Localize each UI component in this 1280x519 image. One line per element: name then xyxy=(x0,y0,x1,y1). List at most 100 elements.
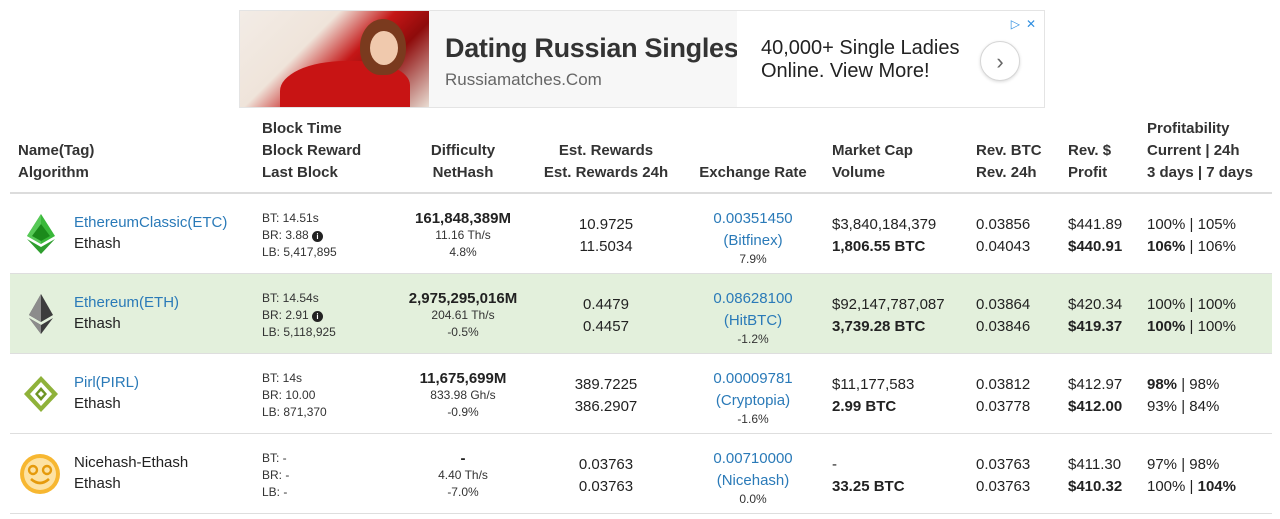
header-name[interactable]: Name(Tag) Algorithm xyxy=(18,142,95,181)
block-reward: BR: 3.88 xyxy=(262,228,309,242)
nicehash-icon xyxy=(20,454,60,494)
info-icon[interactable]: i xyxy=(312,231,324,242)
ethereum-icon xyxy=(29,294,53,334)
ad-title[interactable]: Dating Russian Singles xyxy=(445,33,739,63)
exchange-rate-link[interactable]: 0.00710000 xyxy=(713,450,793,467)
nethash: 833.98 Gh/s xyxy=(430,388,496,402)
header-block[interactable]: Block Time Block Reward Last Block xyxy=(262,120,362,181)
volume: 1,806.55 BTC xyxy=(832,238,926,255)
profit: $412.00 xyxy=(1068,398,1123,415)
ad-description-line1: 40,000+ Single Ladies xyxy=(761,37,960,59)
volume: 33.25 BTC xyxy=(832,478,905,495)
profitability-current: 100% xyxy=(1147,216,1186,233)
rev-btc-24h: 0.03763 xyxy=(976,478,1031,495)
header-exchange-rate[interactable]: Exchange Rate xyxy=(699,164,807,181)
block-reward: BR: 2.91 xyxy=(262,308,309,322)
profitability-24h: 98% xyxy=(1189,376,1220,393)
block-time: BT: 14.51s xyxy=(262,211,319,225)
exchange-rate-link[interactable]: 0.00351450 xyxy=(713,210,793,227)
rev-usd: $412.97 xyxy=(1068,376,1123,393)
profitability-24h: 98% xyxy=(1189,456,1220,473)
nethash: 204.61 Th/s xyxy=(431,308,495,322)
profitability-3d: 106% xyxy=(1147,238,1186,255)
ad-description-line2: Online. View More! xyxy=(761,60,930,82)
market-cap: $11,177,583 xyxy=(832,376,915,393)
last-block: LB: - xyxy=(262,485,288,499)
profitability-24h: 100% xyxy=(1197,296,1236,313)
exchange-name-link[interactable]: (Nicehash) xyxy=(716,472,790,489)
est-rewards: 0.03763 xyxy=(578,456,634,473)
rev-usd: $420.34 xyxy=(1068,296,1123,313)
est-rewards-24h: 386.2907 xyxy=(574,398,638,415)
exchange-name-link[interactable]: (Bitfinex) xyxy=(723,232,783,249)
coin-algorithm: Ethash xyxy=(74,395,121,412)
profitability-current: 97% xyxy=(1147,456,1178,473)
info-icon[interactable]: i xyxy=(312,311,324,322)
ad-image[interactable] xyxy=(240,11,429,107)
nethash: 4.40 Th/s xyxy=(438,468,488,482)
coin-name-link[interactable]: Ethereum(ETH) xyxy=(74,294,180,311)
last-block: LB: 871,370 xyxy=(262,405,327,419)
ad-url[interactable]: Russiamatches.Com xyxy=(445,70,602,89)
profitability-3d: 100% xyxy=(1147,478,1186,495)
profitability-7d: 104% xyxy=(1197,478,1236,495)
volume: 2.99 BTC xyxy=(832,398,897,415)
difficulty-change: -0.9% xyxy=(447,405,479,419)
rev-btc: 0.03812 xyxy=(976,376,1031,393)
market-cap: $3,840,184,379 xyxy=(832,216,937,233)
difficulty-change: -7.0% xyxy=(447,485,479,499)
chevron-right-icon[interactable]: › xyxy=(980,41,1020,81)
exchange-rate-link[interactable]: 0.00009781 xyxy=(713,370,793,387)
table-row[interactable]: Nicehash-Ethash Ethash BT: - BR: - LB: -… xyxy=(10,434,1272,514)
est-rewards: 10.9725 xyxy=(578,216,634,233)
rev-btc: 0.03864 xyxy=(976,296,1031,313)
header-rev-btc[interactable]: Rev. BTC Rev. 24h xyxy=(976,142,1042,181)
rev-btc: 0.03856 xyxy=(976,216,1031,233)
coin-algorithm: Ethash xyxy=(74,475,121,492)
coin-name[interactable]: Nicehash-Ethash xyxy=(74,454,189,471)
close-icon[interactable]: ✕ xyxy=(1025,17,1036,31)
profitability-3d: 100% xyxy=(1147,318,1186,335)
nethash: 11.16 Th/s xyxy=(435,228,491,242)
est-rewards-24h: 0.4457 xyxy=(583,318,629,335)
header-profitability[interactable]: Profitability Current | 24h 3 days | 7 day… xyxy=(1147,120,1253,181)
difficulty-change: 4.8% xyxy=(449,245,477,259)
block-reward: BR: - xyxy=(262,468,290,482)
block-time: BT: 14s xyxy=(262,371,303,385)
coin-name-link[interactable]: Pirl(PIRL) xyxy=(74,374,140,391)
market-cap: $92,147,787,087 xyxy=(832,296,945,313)
ad-banner[interactable]: Dating Russian Singles Russiamatches.Com… xyxy=(239,10,1045,108)
adchoices-icon[interactable]: ▷ xyxy=(1010,17,1020,31)
header-difficulty[interactable]: Difficulty NetHash xyxy=(430,142,496,181)
exchange-rate-link[interactable]: 0.08628100 xyxy=(713,290,793,307)
coin-name-link[interactable]: EthereumClassic(ETC) xyxy=(74,214,228,231)
profitability-7d: 106% xyxy=(1197,238,1236,255)
last-block: LB: 5,417,895 xyxy=(262,245,337,259)
exchange-rate-change: -1.6% xyxy=(737,412,769,426)
table-row[interactable]: Ethereum(ETH) Ethash BT: 14.54s BR: 2.91… xyxy=(10,274,1272,354)
coins-table: Name(Tag) Algorithm Block Time Block Rewar… xyxy=(10,112,1272,514)
est-rewards: 389.7225 xyxy=(574,376,638,393)
table-row[interactable]: EthereumClassic(ETC) Ethash BT: 14.51s B… xyxy=(10,194,1272,274)
profitability-current: 100% xyxy=(1147,296,1186,313)
est-rewards-24h: 0.03763 xyxy=(578,478,634,495)
exchange-rate-change: -1.2% xyxy=(737,332,769,346)
header-rev-usd[interactable]: Rev. $ Profit xyxy=(1068,142,1112,181)
profitability-7d: 84% xyxy=(1189,398,1220,415)
exchange-name-link[interactable]: (Cryptopia) xyxy=(715,392,791,409)
header-rewards[interactable]: Est. Rewards Est. Rewards 24h xyxy=(543,142,669,181)
market-cap: - xyxy=(832,456,837,473)
ad-description[interactable]: 40,000+ Single Ladies Online. View More!… xyxy=(737,11,1044,107)
profitability-current: 98% xyxy=(1147,376,1178,393)
ad-main[interactable]: Dating Russian Singles Russiamatches.Com xyxy=(429,11,739,107)
difficulty-change: -0.5% xyxy=(447,325,479,339)
exchange-name-link[interactable]: (HitBTC) xyxy=(723,312,783,329)
difficulty: 161,848,389M xyxy=(415,210,511,227)
table-row[interactable]: Pirl(PIRL) Ethash BT: 14s BR: 10.00 LB: … xyxy=(10,354,1272,434)
difficulty: - xyxy=(460,450,466,467)
header-market-cap[interactable]: Market Cap Volume xyxy=(832,142,913,181)
profit: $410.32 xyxy=(1068,478,1123,495)
est-rewards-24h: 11.5034 xyxy=(579,238,633,255)
rev-btc-24h: 0.04043 xyxy=(976,238,1031,255)
rev-btc-24h: 0.03778 xyxy=(976,398,1031,415)
